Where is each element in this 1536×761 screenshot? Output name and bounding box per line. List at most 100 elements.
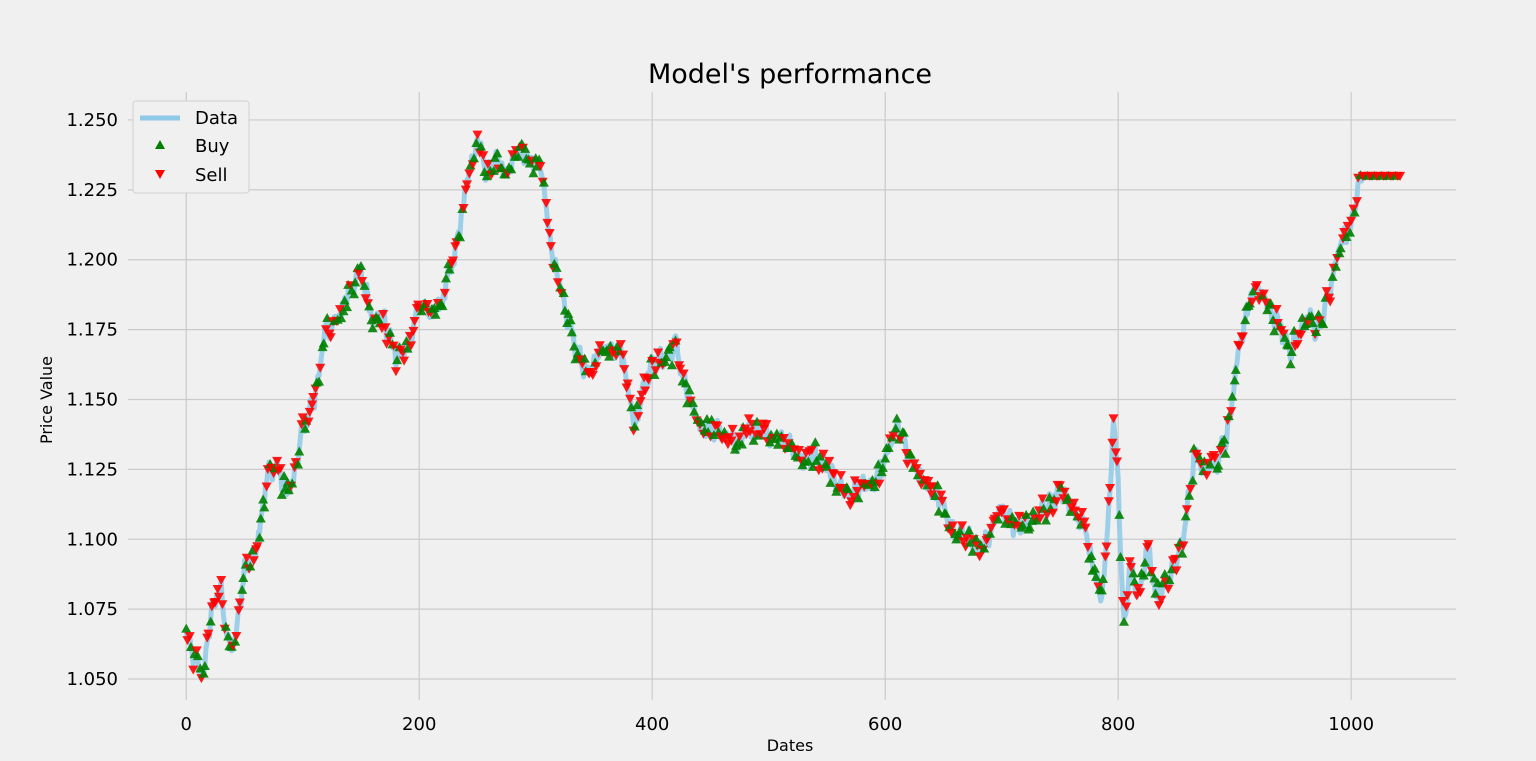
buy-marker <box>954 526 965 536</box>
buy-marker <box>336 313 347 323</box>
sell-marker <box>1342 221 1353 231</box>
y-tick-label: 1.100 <box>66 529 118 550</box>
buy-marker <box>869 481 880 491</box>
buy-marker <box>255 513 266 523</box>
buy-marker <box>1096 585 1107 595</box>
sell-marker <box>297 413 308 423</box>
sell-marker <box>1395 171 1406 181</box>
buy-marker <box>520 143 531 153</box>
buy-marker <box>940 508 951 518</box>
buy-marker <box>1065 506 1076 516</box>
axis-ticks: 0 200 400 600 800 1000 1.050 1.075 1.100 1.125 1.1… <box>66 110 1374 735</box>
buy-marker <box>1318 319 1329 329</box>
sell-marker <box>957 521 968 531</box>
buy-marker <box>1213 460 1224 470</box>
sell-marker <box>191 646 202 656</box>
buy-marker <box>468 153 479 163</box>
buy-marker <box>660 356 671 366</box>
sell-marker <box>210 598 221 608</box>
buy-marker <box>558 287 569 297</box>
sell-marker <box>1181 505 1192 515</box>
buy-marker <box>1219 434 1230 444</box>
sell-marker <box>635 397 646 407</box>
buy-marker <box>629 421 640 431</box>
sell-marker <box>734 432 745 442</box>
y-tick-label: 1.175 <box>66 320 118 341</box>
legend-label-data: Data <box>195 108 238 129</box>
sell-marker <box>1073 513 1084 523</box>
buy-marker <box>993 514 1004 524</box>
buy-marker <box>736 439 747 449</box>
sell-marker <box>909 459 920 469</box>
sell-marker <box>482 159 493 169</box>
sell-marker <box>678 369 689 379</box>
buy-marker <box>752 416 763 426</box>
x-tick-label: 0 <box>181 714 192 735</box>
buy-marker <box>696 417 707 427</box>
sell-marker <box>848 492 859 502</box>
buy-marker <box>1028 506 1039 516</box>
sell-marker <box>213 592 224 602</box>
buy-marker <box>1311 327 1322 337</box>
buy-marker <box>339 295 350 305</box>
sell-marker <box>1122 591 1133 601</box>
sell-marker <box>618 350 629 360</box>
buy-marker <box>964 525 975 535</box>
buy-marker <box>971 533 982 543</box>
buy-marker <box>192 651 203 661</box>
sell-marker <box>216 575 227 585</box>
buy-marker <box>1331 261 1342 271</box>
buy-marker <box>905 449 916 459</box>
x-axis-label: Dates <box>767 736 814 755</box>
sell-marker <box>1348 204 1359 214</box>
buy-marker <box>367 323 378 333</box>
sell-marker <box>353 269 364 279</box>
x-tick-label: 400 <box>635 714 669 735</box>
sell-marker <box>828 470 839 480</box>
buy-marker <box>1283 340 1294 350</box>
buy-marker <box>566 327 577 337</box>
buy-marker <box>1184 490 1195 500</box>
buy-marker <box>513 151 524 161</box>
sell-marker <box>1079 517 1090 527</box>
buy-marker <box>853 493 864 503</box>
sell-marker <box>619 365 630 375</box>
sell-marker <box>275 464 286 474</box>
buy-marker <box>825 477 836 487</box>
buy-marker <box>198 668 209 678</box>
sell-marker <box>1178 541 1189 551</box>
y-tick-label: 1.150 <box>66 389 118 410</box>
buy-marker <box>1024 522 1035 532</box>
buy-marker <box>237 584 248 594</box>
buy-marker <box>294 446 305 456</box>
buy-marker <box>1017 519 1028 529</box>
sell-marker <box>390 367 401 377</box>
buy-marker <box>1180 511 1191 521</box>
sell-marker <box>1247 297 1258 307</box>
buy-marker <box>933 506 944 516</box>
buy-marker <box>430 309 441 319</box>
buy-marker <box>293 459 304 469</box>
sell-marker <box>818 449 829 459</box>
buy-marker <box>873 459 884 469</box>
buy-marker <box>877 462 888 472</box>
sell-marker <box>448 256 459 266</box>
buy-marker <box>708 430 719 440</box>
buy-marker <box>314 376 325 386</box>
buy-marker <box>481 171 492 181</box>
sell-marker <box>231 632 242 642</box>
buy-marker <box>1091 571 1102 581</box>
sell-marker <box>1042 510 1053 520</box>
sell-marker <box>594 341 605 351</box>
buy-marker <box>364 301 375 311</box>
sell-marker <box>640 386 651 396</box>
sell-marker <box>675 364 686 374</box>
sell-marker <box>335 305 346 315</box>
buy-marker <box>1227 391 1238 401</box>
sell-marker <box>406 341 417 351</box>
buy-marker <box>810 437 821 447</box>
buy-marker <box>821 461 832 471</box>
sell-marker <box>380 323 391 333</box>
sell-marker <box>1100 552 1111 562</box>
